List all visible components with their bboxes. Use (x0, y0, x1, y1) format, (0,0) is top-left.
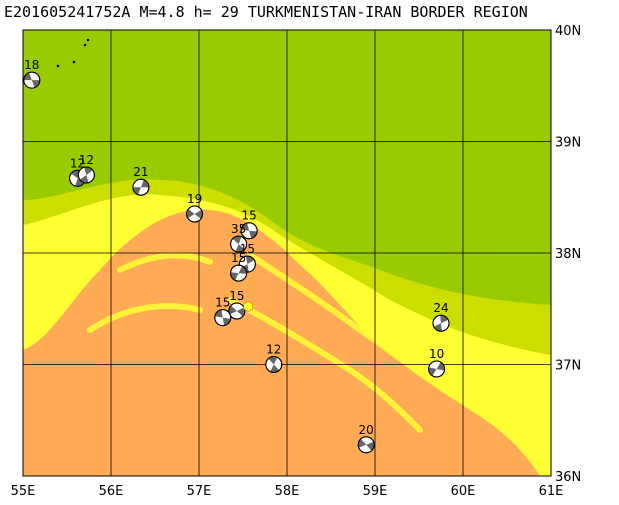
latitude-tick-label: 36N (555, 470, 581, 485)
map-title: E201605241752A M=4.8 h= 29 TURKMENISTAN-… (4, 3, 528, 21)
island-dot (83, 43, 87, 47)
focal-mechanism: 21 (132, 165, 150, 196)
focal-mechanism: 15 (214, 296, 232, 327)
map-grid (23, 30, 551, 476)
event-depth-label: 12 (70, 156, 85, 170)
island-dot (56, 64, 60, 68)
longitude-tick-label: 60E (451, 484, 476, 499)
focal-mechanism: 24 (432, 301, 450, 332)
event-depth-label: 19 (187, 192, 202, 206)
event-depth-label: 12 (79, 153, 94, 167)
epicenter-hexagon (243, 301, 254, 312)
focal-mechanism: 15 (230, 251, 248, 282)
focal-mechanism: 15 (228, 289, 246, 320)
latitude-labels: 36N 37N 38N 39N 40N (555, 24, 581, 485)
event-depth-label: 15 (240, 242, 255, 256)
focal-mechanism: 18 (23, 58, 41, 89)
event-depth-label: 15 (229, 289, 244, 303)
longitude-tick-label: 55E (11, 484, 36, 499)
focal-mechanism: 15 (240, 209, 258, 240)
island-dot (86, 38, 90, 42)
focal-mechanism: 12 (77, 153, 95, 184)
longitude-tick-label: 61E (539, 484, 564, 499)
event-depth-label: 15 (242, 209, 257, 223)
event-depth-label: 20 (359, 423, 374, 437)
latitude-tick-label: 40N (555, 24, 581, 39)
event-depth-label: 10 (429, 347, 444, 361)
focal-mechanism: 10 (428, 347, 446, 378)
island-dot (72, 60, 76, 64)
event-depth-label: 21 (133, 165, 148, 179)
latitude-tick-label: 37N (555, 359, 581, 374)
event-depth-label: 12 (266, 343, 281, 357)
event-depth-label: 15 (215, 296, 230, 310)
latitude-tick-label: 38N (555, 247, 581, 262)
epicenter-marker (243, 301, 254, 312)
focal-mechanism: 12 (265, 343, 283, 373)
mountain-area (23, 209, 540, 476)
ridge-line (117, 252, 213, 273)
event-depth-label: 15 (231, 251, 246, 265)
longitude-tick-label: 59E (363, 484, 388, 499)
focal-mechanism: 35 (230, 222, 248, 253)
focal-mechanism: 20 (357, 423, 375, 454)
caspian-islands (56, 38, 90, 68)
longitude-labels: 55E 56E 57E 58E 59E 60E 61E (11, 484, 564, 499)
latitude-tick-label: 39N (555, 136, 581, 151)
ridge-line (87, 303, 203, 333)
longitude-tick-label: 58E (275, 484, 300, 499)
ridge-line (227, 297, 423, 433)
event-depth-label: 18 (24, 58, 39, 72)
longitude-tick-label: 57E (187, 484, 212, 499)
event-depth-label: 24 (433, 301, 448, 315)
ridge-line (247, 252, 463, 403)
map-frame (22, 29, 552, 477)
focal-mechanism: 19 (186, 192, 204, 223)
longitude-tick-label: 56E (99, 484, 124, 499)
event-depth-label: 35 (231, 222, 246, 236)
